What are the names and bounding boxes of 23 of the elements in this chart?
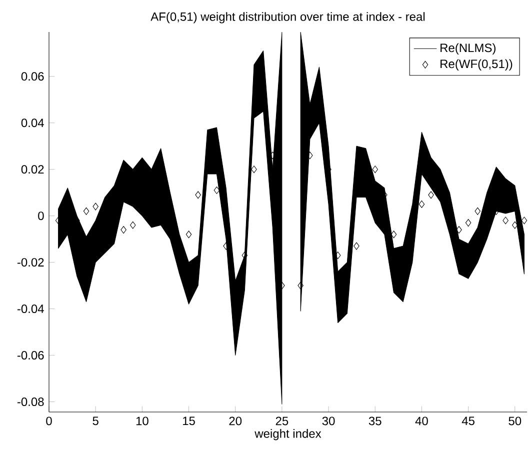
x-tick-label: 15: [183, 416, 195, 426]
x-tick-label: 10: [136, 416, 148, 426]
x-tick-label: 35: [368, 416, 382, 426]
y-tick-label: 0.02: [21, 165, 44, 174]
chart-title: AF(0,51) weight distribution over time at index - real: [150, 12, 425, 24]
x-tick-label: 45: [462, 416, 474, 426]
y-tick-label: -0.04: [17, 304, 44, 314]
x-tick-label: 5: [92, 416, 98, 426]
x-tick-label: 0: [46, 416, 52, 426]
legend-label: Re(WF(0,51)): [440, 59, 512, 70]
x-axis-title: weight index: [254, 429, 322, 440]
x-tick-label: 30: [322, 416, 335, 426]
y-tick-label: 0: [38, 212, 44, 220]
y-tick-label: 0.06: [21, 72, 44, 81]
y-tick-label: -0.08: [17, 398, 44, 406]
x-tick-label: 40: [415, 416, 428, 426]
y-tick-label: 0.04: [21, 118, 44, 128]
y-tick-label: -0.06: [17, 351, 44, 360]
x-tick-label: 20: [229, 416, 242, 426]
legend-label: Re(NLMS): [440, 43, 496, 54]
x-tick-label: 25: [276, 416, 288, 426]
x-tick-label: 50: [508, 416, 522, 426]
y-tick-label: -0.02: [17, 258, 44, 267]
